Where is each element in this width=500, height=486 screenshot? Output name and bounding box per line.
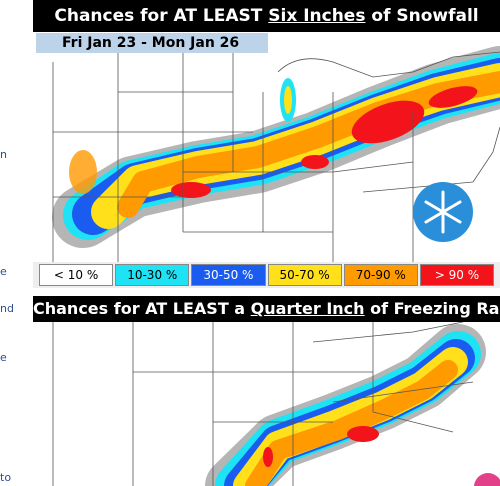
title-text: of Freezing Rain xyxy=(370,299,500,318)
sidebar-fragment: nd xyxy=(0,302,14,315)
legend-item: 10-30 % xyxy=(115,264,190,286)
borders xyxy=(52,51,500,262)
ice-map xyxy=(33,322,500,486)
snow-title: Chances for AT LEAST Six Inches of Snowf… xyxy=(33,0,500,32)
title-underlined: Six Inches xyxy=(268,6,366,26)
title-text: of Snowfall xyxy=(365,6,479,26)
snow-bands xyxy=(52,46,500,248)
ice-title: Chances for AT LEAST a Quarter Inch of F… xyxy=(33,296,500,322)
sidebar-fragment: e xyxy=(0,351,7,364)
legend-item: 70-90 % xyxy=(343,264,418,286)
legend-item: 50-70 % xyxy=(267,264,342,286)
date-range: Fri Jan 23 - Mon Jan 26 xyxy=(36,33,268,53)
legend: < 10 % 10-30 % 30-50 % 50-70 % 70-90 % > 90 % xyxy=(33,262,500,288)
ice-bands xyxy=(205,324,486,486)
title-text: Chances for AT LEAST xyxy=(54,6,269,26)
legend-item: > 90 % xyxy=(419,264,495,286)
borders xyxy=(52,322,474,486)
icon-partial xyxy=(474,473,500,486)
legend-item: < 10 % xyxy=(39,264,114,286)
title-text: Chances for AT LEAST a xyxy=(33,299,251,318)
title-underlined: Quarter Inch xyxy=(250,299,365,318)
sidebar-fragment: n xyxy=(0,148,7,161)
legend-item: 30-50 % xyxy=(191,264,266,286)
snowflake-icon xyxy=(413,182,473,242)
snow-map xyxy=(33,32,500,262)
sidebar-fragment: e xyxy=(0,265,7,278)
sidebar-fragment: to xyxy=(0,471,12,484)
